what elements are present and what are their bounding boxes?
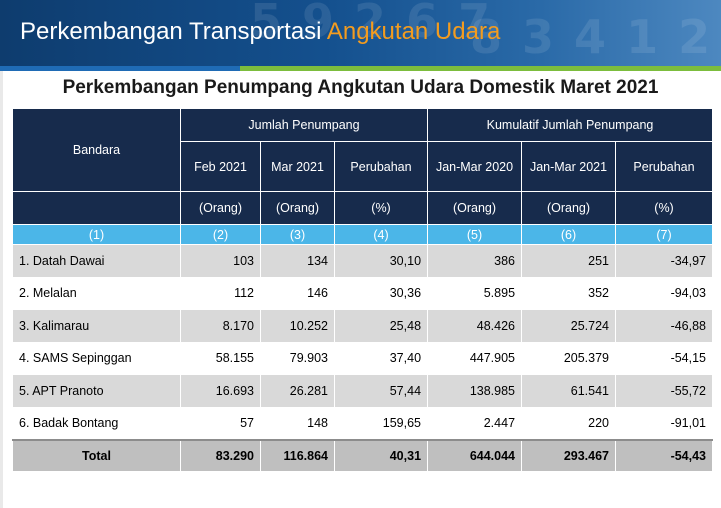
header-unit: (Orang) [180, 191, 261, 225]
header-col: Mar 2021 [260, 141, 335, 192]
header-banner: 5 9 2 6 7 8 3 4 1 2 9 Perkembangan Trans… [0, 0, 721, 66]
airport-name: 6. Badak Bontang [12, 407, 181, 440]
header-group-kumulatif: Kumulatif Jumlah Penumpang [427, 108, 714, 142]
header-unit: (Orang) [260, 191, 335, 225]
header-group-jumlah: Jumlah Penumpang [179, 108, 429, 142]
table-cell: 16.693 [180, 374, 261, 407]
table-row: 5. APT Pranoto 16.693 26.281 57,44 138.9… [12, 374, 714, 407]
header-unit: (%) [615, 191, 714, 225]
total-cell: 116.864 [260, 438, 335, 471]
total-row: Total 83.290 116.864 40,31 644.044 293.4… [12, 438, 714, 471]
table-cell: 146 [260, 277, 335, 310]
table-cell: 159,65 [333, 407, 429, 440]
table-cell: 148 [260, 407, 335, 440]
table-row: 2. Melalan 112 146 30,36 5.895 352 -94,0… [12, 277, 714, 310]
header-col: Perubahan [333, 141, 429, 192]
title-main: Perkembangan Transportasi [20, 18, 327, 45]
left-margin-bar [0, 71, 3, 508]
page-title: Perkembangan Transportasi Angkutan Udara [20, 18, 500, 46]
table-row: 4. SAMS Sepinggan 58.155 79.903 37,40 44… [12, 342, 714, 375]
table-title: Perkembangan Penumpang Angkutan Udara Do… [62, 77, 659, 98]
header-unit: (Orang) [521, 191, 617, 225]
decorative-numbers-2: 8 3 4 1 2 9 [470, 10, 721, 64]
total-cell: 40,31 [333, 438, 429, 471]
column-index-row: (1) (2) (3) (4) (5) (6) (7) [12, 224, 714, 245]
table-cell: 48.426 [427, 309, 523, 342]
index-cell: (6) [521, 224, 617, 245]
table-cell: -34,97 [615, 244, 714, 277]
index-cell: (3) [260, 224, 335, 245]
passenger-table: Bandara Jumlah Penumpang Kumulatif Jumla… [12, 108, 714, 471]
table-cell: 251 [521, 244, 617, 277]
header-unit: (Orang) [427, 191, 523, 225]
index-cell: (5) [427, 224, 523, 245]
table-cell: -46,88 [615, 309, 714, 342]
table-cell: 26.281 [260, 374, 335, 407]
divider-stripe-green [240, 66, 721, 71]
table-cell: 57,44 [333, 374, 429, 407]
header-unit-blank [12, 191, 181, 225]
table-cell: 25,48 [333, 309, 429, 342]
table-cell: 58.155 [180, 342, 261, 375]
table-cell: 352 [521, 277, 617, 310]
table-row: 1. Datah Dawai 103 134 30,10 386 251 -34… [12, 244, 714, 277]
table-cell: 61.541 [521, 374, 617, 407]
total-cell: 644.044 [427, 438, 523, 471]
airport-name: 2. Melalan [12, 277, 181, 310]
table-cell: 25.724 [521, 309, 617, 342]
table-cell: -55,72 [615, 374, 714, 407]
table-cell: 2.447 [427, 407, 523, 440]
table-row: 6. Badak Bontang 57 148 159,65 2.447 220… [12, 407, 714, 440]
decorative-numbers: 5 9 2 6 7 [250, 0, 493, 48]
header-unit: (%) [333, 191, 429, 225]
table-cell: 5.895 [427, 277, 523, 310]
table-cell: 57 [180, 407, 261, 440]
table-row: 3. Kalimarau 8.170 10.252 25,48 48.426 2… [12, 309, 714, 342]
title-accent: Angkutan Udara [326, 18, 501, 45]
divider-stripe-blue [0, 66, 240, 71]
index-cell: (1) [12, 224, 181, 245]
table-cell: 134 [260, 244, 335, 277]
header-col: Jan-Mar 2020 [427, 141, 523, 192]
header-col: Perubahan [615, 141, 714, 192]
table-cell: -94,03 [615, 277, 714, 310]
table-cell: 79.903 [260, 342, 335, 375]
total-cell: -54,43 [615, 438, 714, 471]
airport-name: 5. APT Pranoto [12, 374, 181, 407]
table-cell: 447.905 [427, 342, 523, 375]
index-cell: (4) [333, 224, 429, 245]
table-cell: 30,10 [333, 244, 429, 277]
table-cell: -54,15 [615, 342, 714, 375]
header-col: Feb 2021 [180, 141, 261, 192]
total-label: Total [12, 438, 181, 471]
header-bandara: Bandara [12, 108, 181, 192]
total-cell: 293.467 [521, 438, 617, 471]
airport-name: 3. Kalimarau [12, 309, 181, 342]
table-cell: 138.985 [427, 374, 523, 407]
table-cell: -91,01 [615, 407, 714, 440]
table-cell: 8.170 [180, 309, 261, 342]
airport-name: 4. SAMS Sepinggan [12, 342, 181, 375]
table-cell: 30,36 [333, 277, 429, 310]
index-cell: (2) [180, 224, 261, 245]
table-cell: 10.252 [260, 309, 335, 342]
total-cell: 83.290 [180, 438, 261, 471]
table-cell: 220 [521, 407, 617, 440]
table-cell: 205.379 [521, 342, 617, 375]
index-cell: (7) [615, 224, 714, 245]
table-cell: 103 [180, 244, 261, 277]
header-col: Jan-Mar 2021 [521, 141, 617, 192]
airport-name: 1. Datah Dawai [12, 244, 181, 277]
table-cell: 112 [180, 277, 261, 310]
table-cell: 386 [427, 244, 523, 277]
table-cell: 37,40 [333, 342, 429, 375]
